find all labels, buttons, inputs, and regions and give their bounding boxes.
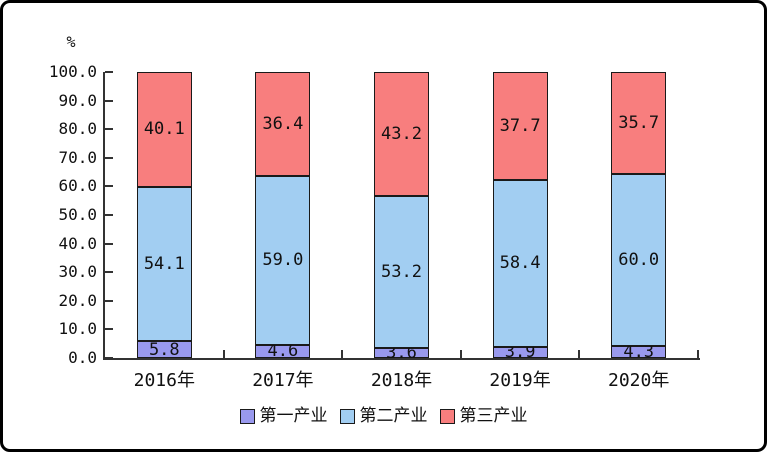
legend-item-primary-industry: 第一产业 [239,406,328,426]
y-axis-tick-label: 90.0 [58,90,97,110]
legend-item-secondary-industry: 第二产业 [339,406,428,426]
legend-swatch-icon [339,408,355,424]
bar-value-label: 43.2 [381,123,422,144]
y-axis-tick-label: 10.0 [58,319,97,339]
y-axis-tick [105,71,113,73]
legend: 第一产业 第二产业 第三产业 [3,406,764,426]
x-axis-category-label: 2017年 [252,370,314,391]
bar-value-label: 5.8 [148,339,180,360]
bar-segment [492,72,548,180]
bar-value-label: 35.7 [618,113,660,134]
bar-value-label: 59.0 [262,250,304,271]
bar-value-label: 4.3 [623,341,655,362]
x-axis-category-label: 2018年 [370,370,433,391]
y-axis-tick [105,128,113,131]
bar-value-label: 37.7 [499,115,541,136]
y-axis-tick-label: 20.0 [58,290,97,310]
y-axis-tick-label: 100.0 [48,62,97,81]
y-axis-tick [105,242,113,245]
y-axis-tick [105,299,113,302]
y-axis-tick [105,271,113,274]
bar-segment [374,347,429,358]
x-axis-category-label: 2020年 [608,370,670,391]
bar-value-label: 4.6 [267,341,299,362]
x-axis-line [103,358,700,360]
legend-label: 第二产业 [359,406,428,426]
bar-value-label: 40.1 [143,119,185,140]
stacked-bar-chart: % 0.0 10.0 20.0 30.0 40.0 50.0 60.0 70.0 80.0 90.… [3,3,764,449]
bar-segment [374,72,429,196]
legend-swatch-icon [439,408,455,424]
y-axis-tick [105,328,113,331]
x-axis-tick [578,350,581,358]
x-axis-tick [222,350,225,358]
legend-swatch-icon [239,408,255,424]
y-axis-tick [105,99,113,102]
bar-value-label: 54.1 [143,254,185,275]
y-axis-tick-label: 40.0 [58,233,97,253]
bar-segment [255,344,311,358]
bar-value-label: 53.2 [381,261,422,282]
y-axis-tick-label: 80.0 [58,119,97,139]
bar-segment [136,186,192,342]
y-axis-tick [105,185,113,188]
y-axis-tick-label: 70.0 [58,147,97,167]
bar-segment [611,174,667,346]
y-axis-tick [105,214,113,216]
x-axis-tick [697,350,699,358]
bar-segment [136,72,192,187]
bar-value-label: 3.9 [504,342,536,363]
legend-item-tertiary-industry: 第三产业 [439,406,528,426]
x-axis-category-label: 2019年 [489,370,551,391]
bar-segment [492,179,548,347]
bar-segment [374,195,429,348]
y-axis-tick-label: 30.0 [58,262,97,282]
x-axis-tick [341,350,344,358]
bar-value-label: 36.4 [262,114,304,135]
y-axis-tick [105,156,113,159]
bar-value-label: 3.6 [386,342,417,363]
y-axis-tick-label: 50.0 [58,205,97,224]
legend-label: 第三产业 [459,406,528,426]
bar-segment [255,176,311,345]
bar-segment [611,72,667,175]
bar-segment [611,345,667,358]
bar-segment [492,346,548,358]
bar-segment [136,341,192,358]
x-axis-category-label: 2016年 [133,370,195,391]
y-axis-tick-label: 0.0 [68,348,97,367]
y-axis-unit-label: % [66,33,76,51]
bar-segment [255,72,311,177]
x-axis-tick [459,350,462,358]
bar-value-label: 58.4 [499,253,541,274]
y-axis-tick-label: 60.0 [58,176,97,196]
bar-value-label: 60.0 [618,249,660,270]
legend-label: 第一产业 [259,406,328,426]
y-axis-line [103,72,105,360]
